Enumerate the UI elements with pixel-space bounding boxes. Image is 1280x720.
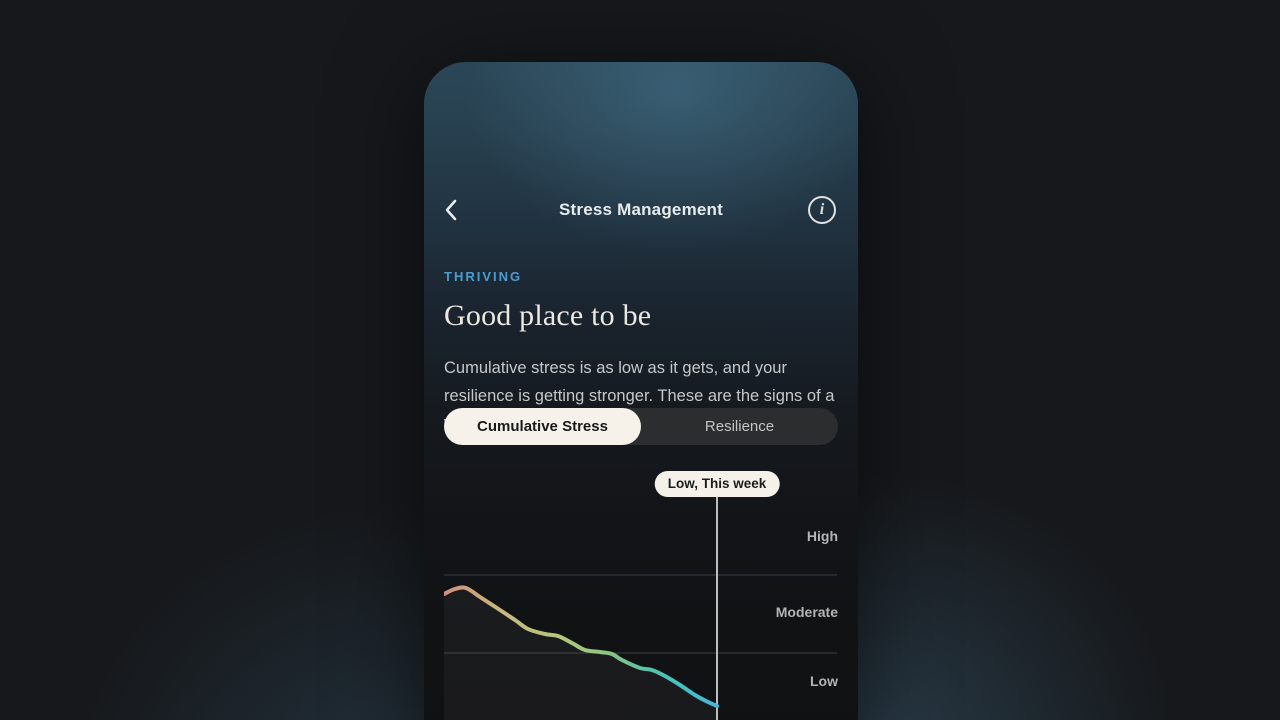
tab-cumulative-stress[interactable]: Cumulative Stress: [444, 408, 641, 445]
band-label-high: High: [806, 528, 838, 544]
chart-tooltip: Low, This week: [654, 471, 780, 497]
chevron-left-icon: [445, 199, 457, 221]
stress-chart-section: Low, This week High Moderate Low: [444, 460, 838, 720]
app-header: Stress Management i: [444, 194, 838, 226]
info-icon: i: [819, 201, 825, 218]
stress-trend-chart[interactable]: [444, 497, 838, 720]
page-title: Stress Management: [558, 200, 723, 219]
tab-resilience[interactable]: Resilience: [641, 408, 838, 445]
chart-trend-line: [444, 585, 719, 708]
back-button[interactable]: [444, 194, 476, 226]
chart-gridlines: [444, 574, 837, 654]
phone-screen: Stress Management i THRIVING Good place …: [424, 62, 858, 720]
status-badge: THRIVING: [444, 269, 523, 284]
status-headline: Good place to be: [444, 299, 652, 332]
chart-area-fill: [444, 587, 717, 720]
info-button[interactable]: i: [808, 196, 836, 224]
band-label-low: Low: [810, 673, 838, 689]
metric-tab-bar: Cumulative Stress Resilience: [444, 408, 838, 445]
band-label-moderate: Moderate: [775, 604, 838, 620]
